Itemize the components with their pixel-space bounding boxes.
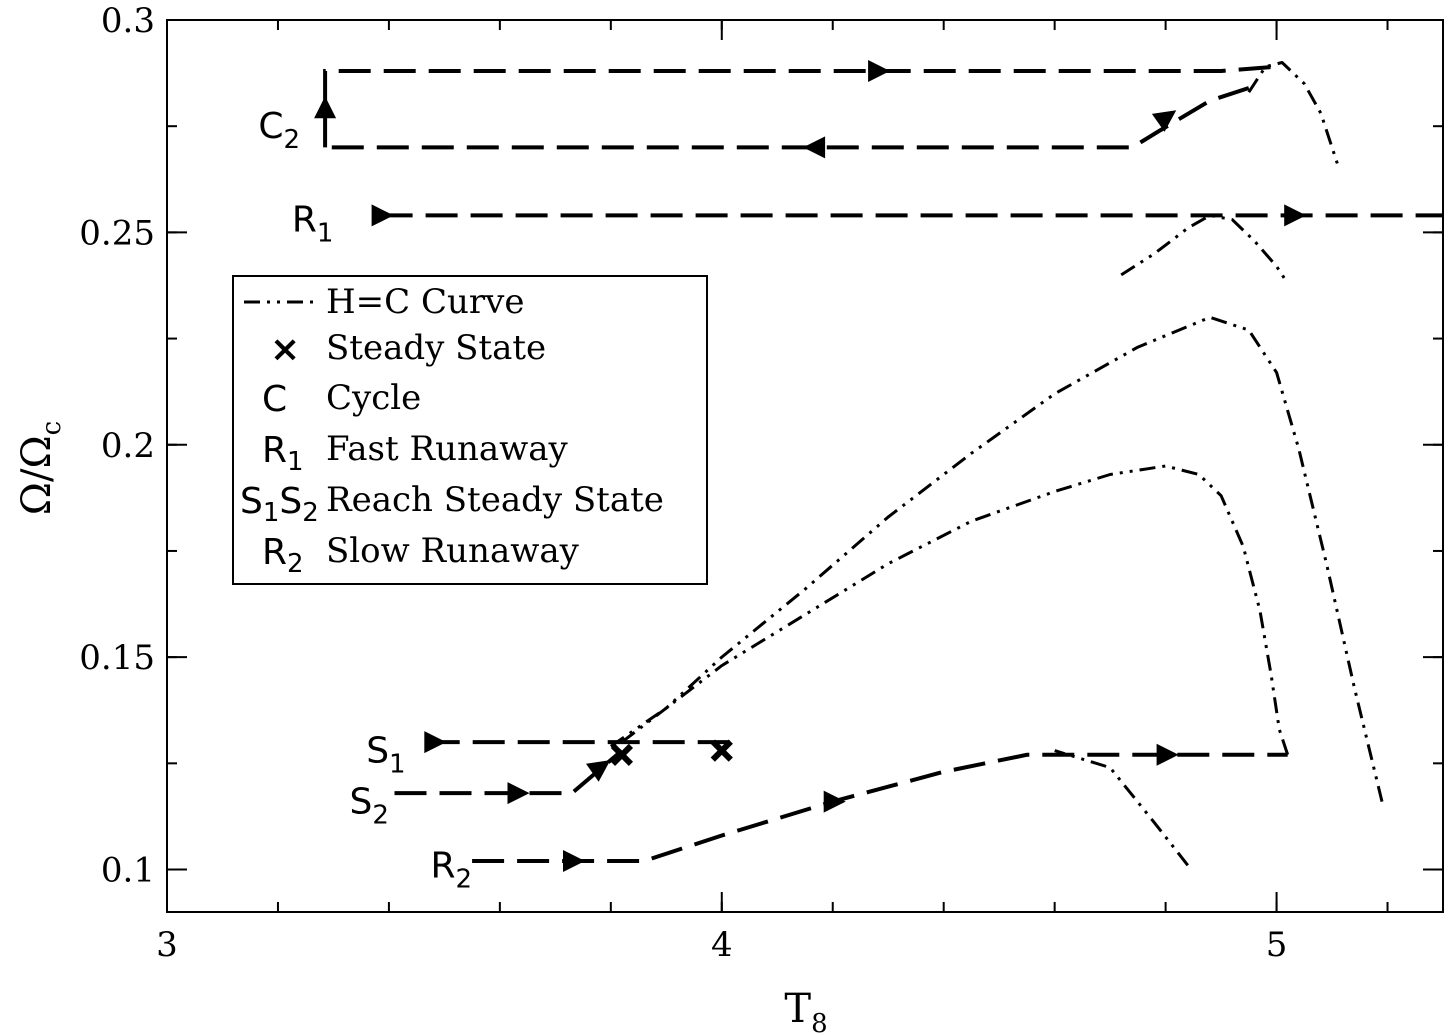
- y-tick-label: 0.3: [101, 1, 155, 41]
- arrow-marker-0: [868, 60, 891, 82]
- legend-label: Slow Runaway: [326, 531, 580, 571]
- legend-symbol-letter: R: [262, 430, 287, 471]
- legend-label: Steady State: [326, 328, 546, 368]
- legend-symbol-letter: R: [262, 532, 287, 573]
- curve-label-letter: C: [258, 106, 283, 147]
- y-tick-label: 0.1: [101, 851, 155, 891]
- curve-label-subscript: 2: [284, 125, 301, 155]
- legend-entry-5: R2 Slow Runaway: [262, 531, 580, 579]
- arrow-marker-4: [371, 204, 394, 227]
- legend-symbol-sub: 2: [287, 549, 304, 579]
- steady-state-marker-0: [610, 743, 634, 766]
- curve-label-C2: C2: [258, 106, 300, 155]
- markers: [314, 60, 1307, 872]
- x-tick-label: 4: [711, 925, 733, 965]
- legend-box: [232, 275, 708, 585]
- x-tick-label: 3: [156, 925, 178, 965]
- legend-symbol-letter: S: [240, 481, 263, 522]
- legend-entry-0: H=C Curve: [244, 282, 524, 322]
- trajectory-S2-4: [394, 749, 624, 796]
- curve-label-R2: R2: [431, 845, 473, 894]
- curve-label-subscript: 2: [456, 864, 473, 894]
- hc-curve-0: [1054, 749, 1189, 867]
- legend-symbol-sub: 1: [287, 447, 304, 477]
- hc-curves: [609, 61, 1384, 867]
- legend-symbol2-letter: S: [279, 481, 302, 522]
- legend-entry-2: C Cycle: [262, 378, 421, 420]
- legend-label: Cycle: [326, 378, 421, 418]
- legend-label: Fast Runaway: [326, 429, 569, 469]
- curve-label-R1: R1: [292, 200, 334, 249]
- x-axis-title-main: T: [784, 986, 811, 1032]
- hc-curve-1: [609, 464, 1290, 756]
- axes: 3 4 5 0.1 0.15 0.2 0.25 0.3: [79, 1, 1444, 965]
- legend-symbol-sub: 1: [263, 498, 280, 528]
- curve-label-letter: S: [366, 731, 389, 772]
- hc-curve-2: [620, 315, 1384, 802]
- plot-frame: [166, 19, 1444, 913]
- legend-symbol: ×: [270, 329, 300, 370]
- legend-label: Reach Steady State: [326, 480, 664, 520]
- arrow-marker-11: [1156, 743, 1179, 766]
- arrow-marker-8: [586, 760, 611, 782]
- curve-label-letter: R: [431, 845, 456, 886]
- legend-symbol: S1S2: [240, 481, 319, 528]
- y-tick-label: 0.15: [79, 638, 155, 678]
- hc-curve-3: [1120, 213, 1289, 285]
- trajectory-C2-1: [325, 86, 1250, 150]
- curve-label-subscript: 2: [372, 801, 389, 831]
- legend-symbol: R2: [262, 532, 304, 579]
- y-tick-label: 0.25: [79, 213, 155, 253]
- trajectory-C2-0: [323, 64, 1277, 148]
- arrow-marker-10: [823, 790, 846, 813]
- legend-symbol2-sub: 2: [302, 498, 319, 528]
- arrow-marker-7: [507, 782, 530, 805]
- curve-label-letter: R: [292, 200, 317, 241]
- arrow-marker-2: [803, 136, 826, 159]
- curve-label-subscript: 1: [317, 219, 334, 249]
- y-axis-title: Ω/Ωc: [14, 421, 67, 515]
- curve-label-S2: S2: [349, 782, 388, 831]
- arrow-marker-1: [1151, 110, 1177, 132]
- y-tick-label: 0.2: [101, 426, 155, 466]
- legend-symbol-letter: ×: [270, 329, 300, 370]
- x-axis-title-sub: 8: [811, 1009, 828, 1033]
- arrow-marker-6: [424, 731, 447, 754]
- curve-label-S1: S1: [366, 731, 405, 780]
- steady-state-marker-1: [710, 739, 733, 762]
- steady-state-stroke-b: [610, 743, 634, 766]
- arrow-marker-3: [314, 96, 337, 119]
- curve-label-letter: S: [349, 782, 372, 823]
- y-axis-title-sub: c: [37, 421, 67, 436]
- legend-label: H=C Curve: [326, 282, 524, 322]
- curve-label-subscript: 1: [389, 750, 406, 780]
- arrow-marker-5: [1284, 204, 1307, 227]
- arrow-marker-9: [563, 850, 585, 872]
- legend-entry-4: S1S2 Reach Steady State: [240, 480, 664, 528]
- legend-symbol-letter: C: [262, 379, 287, 420]
- hc-curve-4: [1247, 61, 1340, 165]
- y-axis-title-main: Ω/Ω: [14, 435, 60, 515]
- x-axis-title: T8: [784, 986, 827, 1033]
- legend-symbol: R1: [262, 430, 304, 477]
- x-tick-label: 5: [1266, 925, 1288, 965]
- steady-state-stroke-b: [710, 739, 733, 762]
- legend-symbol: C: [262, 379, 287, 420]
- legend-entry-3: R1 Fast Runaway: [262, 429, 569, 477]
- legend-entry-1: × Steady State: [270, 328, 546, 370]
